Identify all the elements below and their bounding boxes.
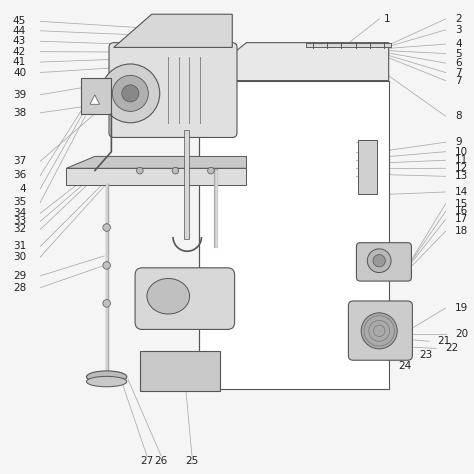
FancyBboxPatch shape — [140, 351, 220, 391]
FancyBboxPatch shape — [356, 243, 411, 281]
Text: 42: 42 — [13, 46, 26, 57]
Circle shape — [103, 300, 110, 307]
Text: 27: 27 — [140, 456, 154, 466]
Text: 12: 12 — [455, 163, 468, 173]
Text: 44: 44 — [13, 26, 26, 36]
Text: 40: 40 — [13, 67, 26, 78]
Circle shape — [361, 313, 397, 349]
Circle shape — [103, 262, 110, 269]
Text: 7: 7 — [455, 75, 462, 86]
Text: 23: 23 — [419, 350, 433, 361]
Text: 26: 26 — [155, 456, 168, 466]
Text: 31: 31 — [13, 241, 26, 252]
Text: 14: 14 — [455, 187, 468, 197]
Text: 5: 5 — [455, 48, 462, 59]
FancyBboxPatch shape — [66, 168, 246, 185]
Text: 18: 18 — [455, 226, 468, 237]
Ellipse shape — [86, 376, 127, 387]
Circle shape — [103, 224, 110, 231]
Text: 24: 24 — [398, 361, 411, 372]
Text: 4: 4 — [19, 183, 26, 194]
Text: 34: 34 — [13, 208, 26, 219]
Text: 33: 33 — [13, 216, 26, 227]
Circle shape — [367, 249, 391, 273]
Text: 43: 43 — [13, 36, 26, 46]
Ellipse shape — [86, 371, 127, 383]
Text: 15: 15 — [455, 199, 468, 209]
Text: 38: 38 — [13, 108, 26, 118]
Polygon shape — [90, 95, 100, 104]
Text: 21: 21 — [437, 336, 450, 346]
Polygon shape — [199, 43, 389, 81]
Text: 7: 7 — [455, 67, 462, 78]
Text: 35: 35 — [13, 197, 26, 208]
FancyBboxPatch shape — [135, 268, 235, 329]
Text: 9: 9 — [455, 137, 462, 147]
Text: 13: 13 — [455, 171, 468, 182]
Circle shape — [101, 64, 160, 123]
Text: 30: 30 — [13, 252, 26, 262]
Circle shape — [122, 85, 139, 102]
Text: 25: 25 — [185, 456, 199, 466]
Text: 37: 37 — [13, 156, 26, 166]
Circle shape — [172, 167, 179, 174]
Text: 3: 3 — [455, 25, 462, 35]
Ellipse shape — [147, 279, 190, 314]
Text: 6: 6 — [455, 58, 462, 68]
Text: 20: 20 — [455, 329, 468, 339]
Circle shape — [208, 167, 214, 174]
FancyBboxPatch shape — [358, 140, 377, 194]
FancyBboxPatch shape — [348, 301, 412, 360]
Text: 17: 17 — [455, 214, 468, 225]
Text: 39: 39 — [13, 90, 26, 100]
Text: 11: 11 — [455, 155, 468, 165]
Text: 1: 1 — [384, 14, 391, 24]
Circle shape — [373, 255, 385, 267]
FancyBboxPatch shape — [81, 78, 111, 114]
Text: 4: 4 — [455, 39, 462, 49]
Text: 45: 45 — [13, 16, 26, 27]
Text: 28: 28 — [13, 283, 26, 293]
Text: 32: 32 — [13, 224, 26, 235]
Text: 19: 19 — [455, 303, 468, 313]
Polygon shape — [66, 156, 246, 168]
FancyBboxPatch shape — [109, 43, 237, 137]
Text: 36: 36 — [13, 170, 26, 181]
Polygon shape — [114, 14, 232, 47]
Text: 41: 41 — [13, 57, 26, 67]
Circle shape — [112, 75, 148, 111]
Text: 2: 2 — [455, 14, 462, 24]
Circle shape — [137, 167, 143, 174]
Text: 8: 8 — [455, 111, 462, 121]
FancyBboxPatch shape — [199, 81, 389, 389]
Text: 10: 10 — [455, 146, 468, 157]
Text: 29: 29 — [13, 271, 26, 281]
Text: 22: 22 — [446, 343, 459, 354]
Text: 16: 16 — [455, 206, 468, 217]
